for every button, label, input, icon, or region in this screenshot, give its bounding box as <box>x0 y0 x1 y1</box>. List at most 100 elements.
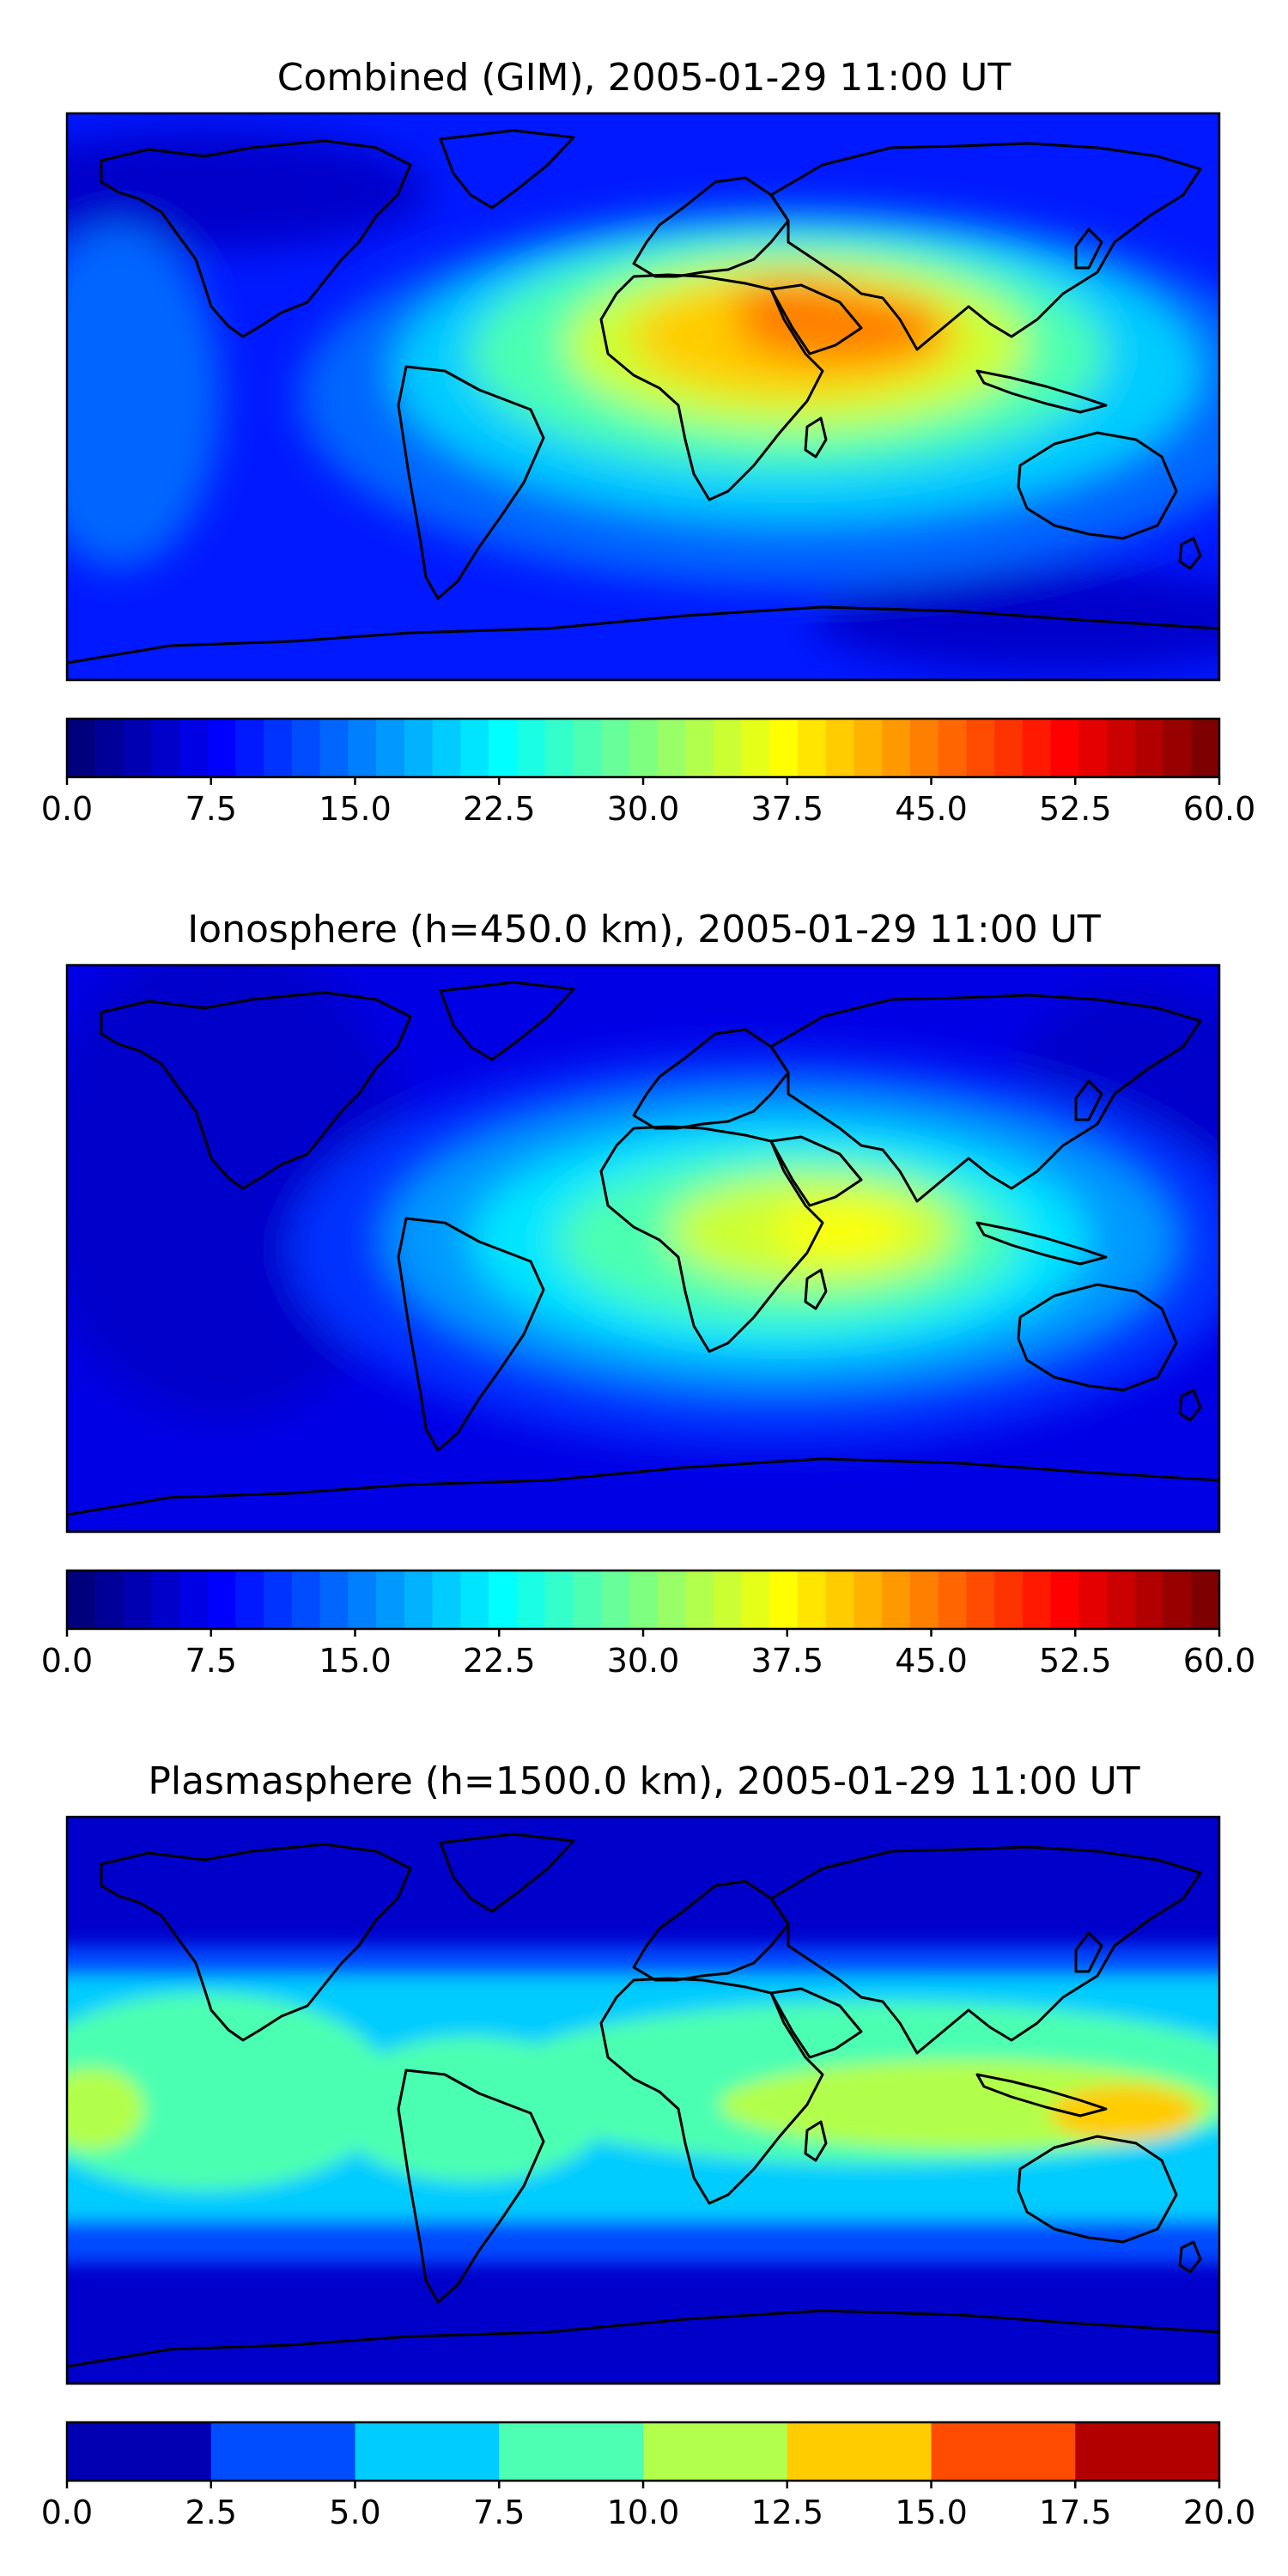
colorbar-swatch <box>629 1571 658 1629</box>
colorbar-swatch <box>713 1571 743 1629</box>
colorbar-swatch <box>741 1571 770 1629</box>
colorbar-swatch <box>460 719 489 777</box>
colorbar-swatch <box>1050 1571 1079 1629</box>
colorbar-swatch <box>1191 1571 1220 1629</box>
colorbar-tick-label: 45.0 <box>895 790 968 828</box>
colorbar-swatch <box>825 719 855 777</box>
colorbar-tick-label: 17.5 <box>1039 2494 1112 2531</box>
colorbar-tick-label: 7.5 <box>473 2494 525 2531</box>
colorbar-tick-label: 22.5 <box>463 790 536 828</box>
colorbar-combined: 0.0 7.5 15.0 22.5 30.0 37.5 45.0 52.5 60.0 <box>41 717 1255 828</box>
colorbar-swatch <box>67 2422 212 2481</box>
colorbar-swatch <box>1163 719 1192 777</box>
panel-plasmasphere-title: Plasmasphere (h=1500.0 km), 2005-01-29 1… <box>148 1759 1139 1803</box>
colorbar-swatch <box>1191 719 1220 777</box>
map-combined-gim <box>67 113 1219 680</box>
colorbar-swatch <box>994 1571 1024 1629</box>
colorbar-tick-label: 12.5 <box>750 2494 823 2531</box>
colorbar-tick-label: 2.5 <box>185 2494 237 2531</box>
panel-ionosphere: Ionosphere (h=450.0 km), 2005-01-29 11:0… <box>41 908 1256 1680</box>
colorbar-swatch <box>291 1571 321 1629</box>
colorbar-swatch <box>404 1571 434 1629</box>
colorbar-swatch <box>1078 1571 1108 1629</box>
colorbar-swatch <box>235 719 264 777</box>
colorbar-swatch <box>264 1571 293 1629</box>
colorbar-swatch <box>264 719 293 777</box>
colorbar-swatch <box>882 1571 911 1629</box>
colorbar-swatch <box>787 2422 933 2481</box>
colorbar-tick-label: 37.5 <box>750 790 823 828</box>
colorbar-swatch <box>713 719 743 777</box>
colorbar-swatch <box>319 1571 349 1629</box>
colorbar-swatch <box>67 1571 96 1629</box>
colorbar-swatch <box>994 719 1024 777</box>
colorbar-swatch <box>210 2422 356 2481</box>
map-frame <box>65 963 1221 1534</box>
panel-combined-title: Combined (GIM), 2005-01-29 11:00 UT <box>277 56 1012 100</box>
colorbar-tick-label: 0.0 <box>41 2494 93 2531</box>
colorbar-tick-label: 52.5 <box>1039 1642 1112 1680</box>
colorbar-swatch <box>94 719 125 777</box>
colorbar-swatch <box>348 719 377 777</box>
colorbar-swatch <box>769 1571 799 1629</box>
map-plasmasphere <box>67 1817 1219 2384</box>
colorbar-swatch <box>600 719 630 777</box>
colorbar-swatch <box>151 1571 180 1629</box>
colorbar-swatch <box>741 719 770 777</box>
colorbar-tick-label: 15.0 <box>319 790 392 828</box>
colorbar-swatch <box>909 1571 939 1629</box>
colorbar-swatch <box>1134 719 1164 777</box>
panel-combined-gim: Combined (GIM), 2005-01-29 11:00 UT <box>41 56 1256 828</box>
colorbar-swatch <box>123 1571 152 1629</box>
colorbar-tick-label: 5.0 <box>329 2494 380 2531</box>
colorbar-swatch <box>516 1571 546 1629</box>
colorbar-tick-label: 10.0 <box>607 2494 680 2531</box>
colorbar-swatch <box>1107 719 1136 777</box>
map-ionosphere <box>67 965 1219 1532</box>
colorbar-swatch <box>151 719 180 777</box>
colorbar-swatch <box>573 719 602 777</box>
colorbar-swatch <box>909 719 939 777</box>
colorbar-swatch <box>94 1571 125 1629</box>
colorbar-swatch <box>1078 719 1108 777</box>
colorbar-swatch <box>629 719 658 777</box>
colorbar-swatch <box>67 719 96 777</box>
colorbar-swatch <box>769 719 799 777</box>
colorbar-swatch <box>882 719 911 777</box>
colorbar-tick-label: 15.0 <box>319 1642 392 1680</box>
colorbar-tick-label: 7.5 <box>185 790 237 828</box>
colorbar-swatch <box>931 2422 1076 2481</box>
colorbar-swatch <box>1022 719 1052 777</box>
colorbar-tick-label: 20.0 <box>1183 2494 1256 2531</box>
colorbar-tick-label: 30.0 <box>607 1642 680 1680</box>
colorbar-swatch <box>499 2422 644 2481</box>
colorbar-swatch <box>1022 1571 1052 1629</box>
colorbar-swatch <box>207 719 236 777</box>
colorbar-swatch <box>938 719 968 777</box>
colorbar-swatch <box>1134 1571 1164 1629</box>
colorbar-swatch <box>573 1571 602 1629</box>
colorbar-swatch <box>544 1571 574 1629</box>
colorbar-swatch <box>319 719 349 777</box>
colorbar-swatch <box>355 2422 500 2481</box>
colorbar-swatch <box>235 1571 264 1629</box>
map-frame <box>65 112 1221 682</box>
colorbar-tick-label: 0.0 <box>41 790 93 828</box>
colorbar-swatch <box>643 2422 788 2481</box>
colorbar-swatch <box>207 1571 236 1629</box>
colorbar-tick-label: 30.0 <box>607 790 680 828</box>
colorbar-swatch <box>460 1571 489 1629</box>
colorbar-swatch <box>966 1571 995 1629</box>
colorbar-swatch <box>291 719 321 777</box>
panel-plasmasphere: Plasmasphere (h=1500.0 km), 2005-01-29 1… <box>41 1759 1256 2531</box>
colorbar-swatch <box>516 719 546 777</box>
colorbar-swatch <box>1050 719 1079 777</box>
colorbar-swatch <box>685 1571 714 1629</box>
colorbar-tick-label: 37.5 <box>750 1642 823 1680</box>
colorbar-swatch <box>404 719 434 777</box>
colorbar-swatch <box>854 1571 883 1629</box>
map-frame <box>65 1815 1221 2385</box>
colorbar-plasmasphere: 0.0 2.5 5.0 7.5 10.0 12.5 15.0 17.5 20.0 <box>41 2421 1256 2531</box>
colorbar-tick-label: 22.5 <box>463 1642 536 1680</box>
